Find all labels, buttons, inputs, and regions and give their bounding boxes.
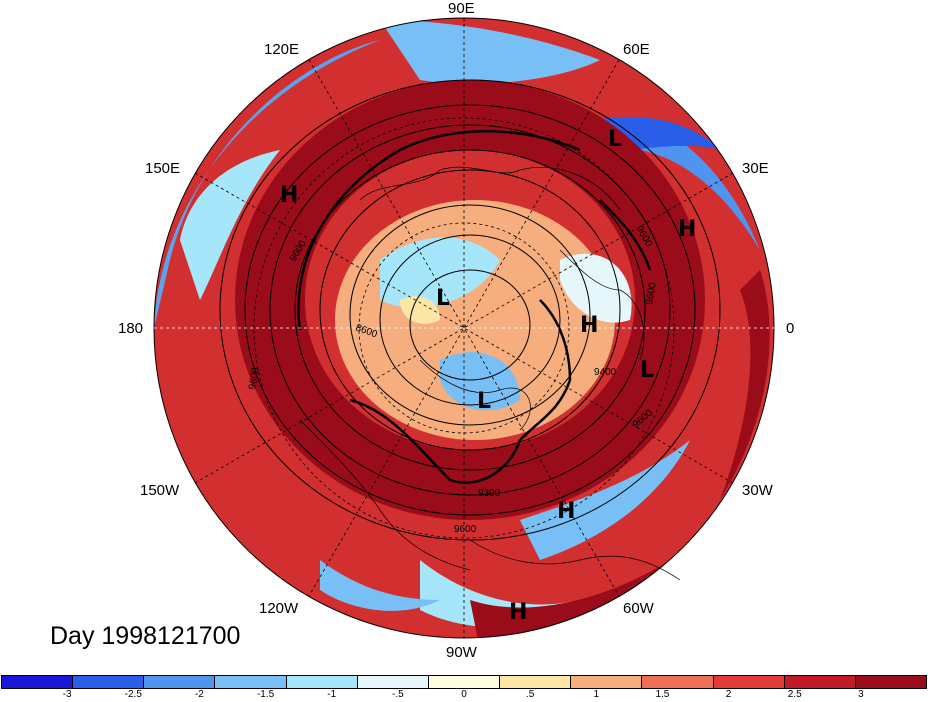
colorbar-swatch bbox=[642, 676, 714, 688]
colorbar-tick-label: -1 bbox=[327, 689, 337, 700]
colorbar-swatch bbox=[73, 676, 145, 688]
colorbar-tick-label: .5 bbox=[525, 689, 535, 700]
lon-label-60e: 60E bbox=[623, 41, 650, 58]
wind-contours bbox=[297, 130, 652, 484]
lon-label-90e: 90E bbox=[448, 0, 475, 17]
lon-label-120w: 120W bbox=[259, 600, 299, 617]
colorbar-tick-label: 1.5 bbox=[655, 689, 670, 700]
low-center: L bbox=[608, 127, 622, 152]
high-center: H bbox=[509, 600, 527, 625]
lon-label-120e: 120E bbox=[264, 41, 300, 58]
low-center: L bbox=[436, 286, 450, 311]
lon-label-30e: 30E bbox=[742, 160, 769, 177]
lon-label-150e: 150E bbox=[145, 160, 181, 177]
high-center: H bbox=[280, 183, 298, 208]
colorbar-swatch bbox=[713, 676, 785, 688]
colorbar-tick-label: -1.5 bbox=[256, 689, 275, 700]
pressure-centers: H L H L H L L H H bbox=[280, 127, 696, 625]
low-center: L bbox=[640, 358, 654, 383]
colorbar-tick-label: 1 bbox=[593, 689, 600, 700]
coastlines bbox=[299, 166, 681, 581]
contour-label: 9600 bbox=[644, 281, 659, 305]
contour-label: 9400 bbox=[594, 367, 617, 378]
date-title: Day 1998121700 bbox=[50, 622, 241, 650]
polar-map: 9600 8600 9600 9600 9600 9400 9600 9300 … bbox=[153, 17, 775, 639]
lon-label-0: 0 bbox=[786, 320, 795, 337]
lon-label-150w: 150W bbox=[140, 482, 180, 499]
colorbar-tick-label: 0 bbox=[461, 689, 467, 700]
colorbar bbox=[1, 675, 927, 689]
colorbar-swatch bbox=[500, 676, 572, 688]
colorbar-tick-label: -2.5 bbox=[124, 689, 142, 700]
contour-label: 9600 bbox=[454, 524, 477, 535]
colorbar-swatch bbox=[784, 676, 856, 688]
colorbar-swatch bbox=[428, 676, 501, 688]
contour-label: 9600 bbox=[247, 366, 262, 390]
colorbar-swatch bbox=[571, 676, 643, 688]
lon-label-90w: 90W bbox=[446, 644, 477, 661]
colorbar-swatch bbox=[2, 676, 74, 688]
contour-label: 9300 bbox=[478, 488, 501, 499]
colorbar-tick-label: -3 bbox=[62, 689, 72, 700]
colorbar-tick-label: 2 bbox=[725, 689, 732, 700]
colorbar-swatch bbox=[357, 676, 429, 688]
colorbar-swatch bbox=[855, 676, 927, 688]
graticule bbox=[154, 18, 774, 638]
colorbar-tick-label: 2.5 bbox=[787, 689, 802, 700]
high-center: H bbox=[580, 313, 598, 338]
anomaly-field bbox=[154, 18, 774, 638]
lon-label-180: 180 bbox=[118, 320, 144, 337]
lon-label-60w: 60W bbox=[623, 600, 654, 617]
lon-label-30w: 30W bbox=[742, 482, 773, 499]
height-contours bbox=[219, 79, 721, 541]
high-center: H bbox=[678, 217, 696, 242]
colorbar-swatch bbox=[144, 676, 216, 688]
low-center: L bbox=[477, 389, 491, 414]
colorbar-tick-label: -2 bbox=[194, 689, 204, 700]
colorbar-swatch bbox=[215, 676, 287, 688]
colorbar-tick-label: 3 bbox=[858, 689, 864, 700]
colorbar-tick-label: -.5 bbox=[392, 689, 404, 700]
colorbar-swatch bbox=[286, 676, 358, 688]
high-center: H bbox=[557, 499, 575, 524]
